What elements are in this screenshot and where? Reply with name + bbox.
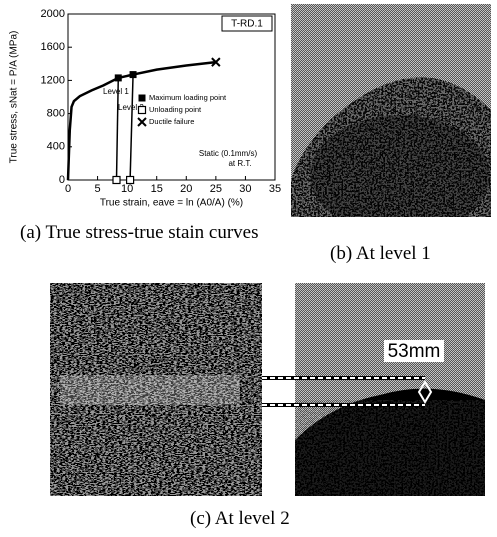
y-tick-label: 2000 — [41, 8, 65, 20]
caption-b: (b) At level 1 — [330, 243, 431, 264]
marker — [114, 74, 122, 82]
annotation: Level 2 — [118, 103, 144, 112]
legend-marker — [138, 94, 146, 102]
marker — [129, 71, 137, 79]
x-tick-label: 20 — [180, 183, 192, 195]
micrograph-b — [291, 4, 491, 217]
annotation: Level 1 — [103, 87, 129, 96]
caption-a: (a) True stress-true stain curves — [20, 222, 259, 243]
y-tick-label: 800 — [47, 108, 65, 120]
annotation: at R.T. — [228, 159, 251, 168]
x-tick-label: 10 — [121, 183, 133, 195]
measure-lines — [262, 376, 433, 407]
y-tick-label: 400 — [47, 141, 65, 153]
chart-title: T-RD.1 — [231, 19, 263, 30]
legend-label: Unloading point — [149, 105, 202, 114]
legend-marker — [137, 105, 147, 115]
marker — [125, 175, 135, 185]
x-tick-label: 35 — [269, 183, 281, 195]
legend-marker — [137, 117, 147, 127]
chart: 0 400 800 1200 1600 2000 0 5 10 15 20 25 30 35 True st… — [9, 8, 281, 209]
x-tick-label: 15 — [151, 183, 163, 195]
legend-label: Maximum loading point — [149, 93, 227, 102]
y-axis-label: True stress, sNat = P/A (MPa) — [9, 31, 20, 164]
y-tick-label: 0 — [59, 174, 65, 186]
curve — [66, 60, 216, 181]
curve — [129, 74, 134, 181]
annotation: Static (0.1mm/s) — [199, 149, 258, 158]
y-tick-label: 1200 — [41, 74, 65, 86]
x-tick-label: 30 — [239, 183, 251, 195]
x-tick-label: 25 — [210, 183, 222, 195]
curve — [115, 77, 120, 181]
micrograph-c-left — [50, 283, 262, 496]
marker — [112, 175, 121, 185]
x-axis-label: True strain, eave = ln (A0/A) (%) — [100, 198, 243, 209]
x-tick-label: 5 — [95, 183, 101, 195]
micrograph-c-right — [295, 283, 485, 496]
caption-c: (c) At level 2 — [190, 508, 290, 529]
scale-label-box — [384, 340, 444, 362]
marker — [211, 57, 221, 67]
legend-label: Ductile failure — [149, 117, 194, 126]
x-tick-label: 0 — [65, 183, 71, 195]
title-box — [221, 15, 273, 32]
plot-frame — [67, 13, 276, 181]
y-tick-label: 1600 — [41, 41, 65, 53]
scale-label: 53mm — [388, 341, 441, 362]
